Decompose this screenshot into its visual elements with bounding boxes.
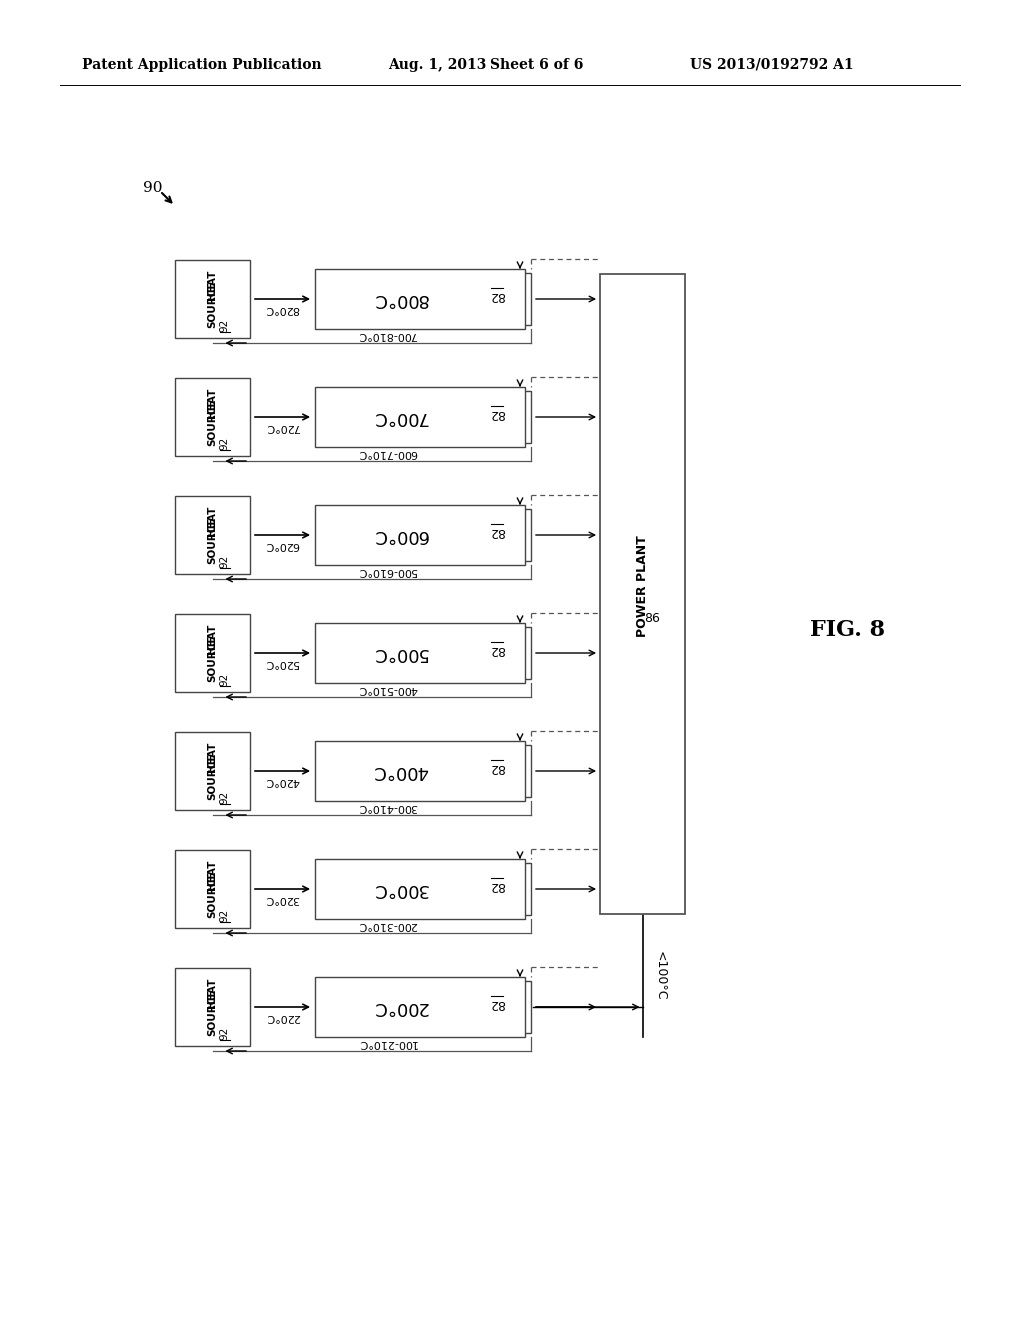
Bar	[315, 623, 525, 682]
Text: SOURCE: SOURCE	[208, 399, 217, 446]
Text: 92: 92	[219, 1027, 229, 1040]
Text: SOURCE: SOURCE	[208, 752, 217, 800]
Text: 82: 82	[489, 762, 505, 775]
Bar	[523, 863, 531, 915]
Text: 220°C: 220°C	[265, 1012, 300, 1022]
Text: SOURCE: SOURCE	[208, 280, 217, 327]
Bar	[175, 496, 250, 574]
Text: 600°C: 600°C	[373, 525, 428, 544]
Bar	[523, 391, 531, 444]
Bar	[175, 733, 250, 810]
Text: 82: 82	[489, 289, 505, 302]
Text: 300-410°C: 300-410°C	[357, 803, 417, 812]
Text: 720°C: 720°C	[265, 422, 300, 432]
Bar	[175, 850, 250, 928]
Bar	[523, 744, 531, 797]
Text: SOURCE: SOURCE	[208, 870, 217, 917]
Text: Sheet 6 of 6: Sheet 6 of 6	[490, 58, 584, 73]
Text: SOURCE: SOURCE	[208, 989, 217, 1036]
Text: 92: 92	[219, 908, 229, 921]
Text: Aug. 1, 2013: Aug. 1, 2013	[388, 58, 486, 73]
Bar	[523, 510, 531, 561]
Text: 92: 92	[219, 554, 229, 568]
Text: 320°C: 320°C	[265, 894, 300, 904]
Text: 520°C: 520°C	[265, 657, 300, 668]
Text: 82: 82	[489, 998, 505, 1011]
Text: POWER PLANT: POWER PLANT	[636, 535, 649, 636]
Text: 82: 82	[489, 408, 505, 421]
Text: 86: 86	[644, 612, 660, 626]
Text: 500°C: 500°C	[372, 644, 428, 663]
Bar	[315, 977, 525, 1038]
Text: 420°C: 420°C	[265, 776, 300, 785]
Text: 400°C: 400°C	[372, 762, 428, 780]
Text: SOURCE: SOURCE	[208, 634, 217, 681]
Text: <100°C: <100°C	[654, 950, 667, 1001]
Text: FIG. 8: FIG. 8	[810, 619, 886, 642]
Bar	[175, 378, 250, 455]
Text: 90: 90	[143, 181, 163, 195]
Text: 200-310°C: 200-310°C	[357, 920, 417, 931]
Text: 92: 92	[219, 791, 229, 804]
Bar	[523, 627, 531, 678]
Text: 200°C: 200°C	[372, 998, 428, 1016]
Bar	[315, 387, 525, 447]
Text: 820°C: 820°C	[265, 304, 300, 314]
Text: Patent Application Publication: Patent Application Publication	[82, 58, 322, 73]
Text: HEAT: HEAT	[208, 269, 217, 300]
Text: 620°C: 620°C	[265, 540, 300, 550]
Text: HEAT: HEAT	[208, 978, 217, 1008]
Text: 82: 82	[489, 879, 505, 892]
Text: 500-610°C: 500-610°C	[357, 566, 417, 576]
Text: 300°C: 300°C	[372, 880, 428, 898]
Text: 92: 92	[219, 437, 229, 450]
Text: 600-710°C: 600-710°C	[357, 447, 417, 458]
Bar	[315, 506, 525, 565]
Text: 400-510°C: 400-510°C	[357, 684, 417, 694]
Bar	[175, 968, 250, 1045]
Text: 82: 82	[489, 644, 505, 656]
Bar	[523, 273, 531, 325]
Text: HEAT: HEAT	[208, 859, 217, 890]
Bar	[175, 260, 250, 338]
Text: 800°C: 800°C	[373, 290, 428, 308]
Text: 700°C: 700°C	[372, 408, 428, 426]
Bar	[315, 269, 525, 329]
Text: 92: 92	[219, 672, 229, 685]
Bar	[315, 859, 525, 919]
Text: HEAT: HEAT	[208, 506, 217, 536]
Text: US 2013/0192792 A1: US 2013/0192792 A1	[690, 58, 854, 73]
Text: HEAT: HEAT	[208, 742, 217, 772]
Text: SOURCE: SOURCE	[208, 516, 217, 564]
Bar	[315, 741, 525, 801]
Text: 700-810°C: 700-810°C	[357, 330, 417, 341]
Bar	[175, 614, 250, 692]
Text: 100-210°C: 100-210°C	[357, 1038, 417, 1048]
Text: HEAT: HEAT	[208, 388, 217, 418]
Text: 92: 92	[219, 318, 229, 331]
Bar	[600, 275, 685, 913]
Text: HEAT: HEAT	[208, 624, 217, 655]
Bar	[523, 981, 531, 1034]
Text: 82: 82	[489, 525, 505, 539]
